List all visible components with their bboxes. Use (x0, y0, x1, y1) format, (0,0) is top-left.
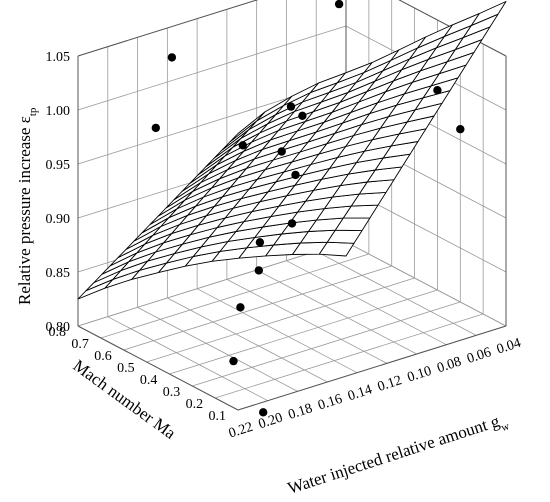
z-tick-label: 1.05 (46, 50, 71, 65)
axis-edge (237, 325, 507, 411)
x-axis-title: Water injected relative amount gw (285, 409, 511, 502)
x-tick-label: 0.04 (495, 336, 523, 358)
surface-cell (229, 111, 266, 143)
y-tick-label: 0.8 (49, 325, 67, 340)
y-tick-label: 0.4 (140, 373, 158, 388)
grid-line (137, 306, 298, 392)
data-point (229, 356, 238, 366)
data-point (238, 141, 247, 150)
data-points (151, 0, 465, 417)
x-tick-label: 0.20 (257, 410, 285, 432)
y-tick-label: 0.5 (117, 361, 135, 376)
grid-line (196, 288, 358, 374)
data-point (277, 147, 286, 156)
grid-line (345, 241, 507, 327)
z-tick-label: 0.95 (46, 158, 71, 173)
data-point (254, 266, 263, 275)
data-point (287, 219, 297, 228)
x-tick-label: 0.22 (227, 420, 255, 442)
data-point (151, 123, 160, 133)
grid-line (100, 253, 369, 339)
grid-line (123, 265, 392, 351)
grid-line (146, 277, 415, 363)
y-tick-label: 0.7 (71, 337, 89, 352)
grid-line (256, 269, 417, 355)
axis-edge (77, 0, 259, 57)
grid-line (77, 25, 347, 111)
grid-line (226, 278, 388, 364)
grid-line (77, 241, 347, 327)
grid-line (192, 301, 461, 387)
surface-mesh (77, 1, 507, 300)
x-tick-label: 0.18 (287, 401, 315, 423)
x-tick-label: 0.16 (316, 392, 344, 414)
x-tick-label: 0.12 (376, 373, 404, 395)
grid-line (215, 313, 484, 399)
z-axis-title: Relative pressure increase εtp (15, 107, 39, 305)
data-point (167, 53, 177, 62)
x-tick-label: 0.08 (435, 354, 463, 376)
data-point (255, 238, 265, 247)
grid-line (167, 297, 328, 383)
grid-line (169, 289, 438, 375)
data-point (236, 303, 245, 312)
y-tick-label: 0.3 (163, 385, 181, 400)
z-tick-label: 1.00 (46, 104, 71, 119)
data-point (456, 125, 465, 134)
tick-labels: 0.80 0.85 0.90 0.95 1.00 1.05 0.8 0.7 0.6 0.5 0.4 0… (46, 50, 523, 442)
data-point (286, 102, 296, 111)
z-tick-label: 0.80 (46, 320, 71, 335)
axis-edge (77, 325, 239, 411)
y-tick-label: 0.6 (94, 349, 112, 364)
grid-line (316, 250, 477, 336)
data-point (334, 0, 344, 9)
data-point (433, 86, 442, 95)
data-point (298, 111, 307, 121)
grid-line (77, 0, 259, 57)
grid-line (286, 260, 447, 346)
z-tick-label: 0.90 (46, 212, 71, 227)
y-tick-label: 0.1 (209, 409, 227, 424)
x-tick-label: 0.10 (406, 364, 434, 386)
y-tick-label: 0.2 (186, 397, 204, 412)
z-tick-label: 0.85 (46, 266, 71, 281)
x-tick-label: 0.14 (346, 382, 374, 404)
data-point (259, 408, 268, 417)
data-point (291, 170, 300, 180)
grid-line (107, 316, 268, 402)
x-tick-label: 0.06 (465, 345, 493, 367)
